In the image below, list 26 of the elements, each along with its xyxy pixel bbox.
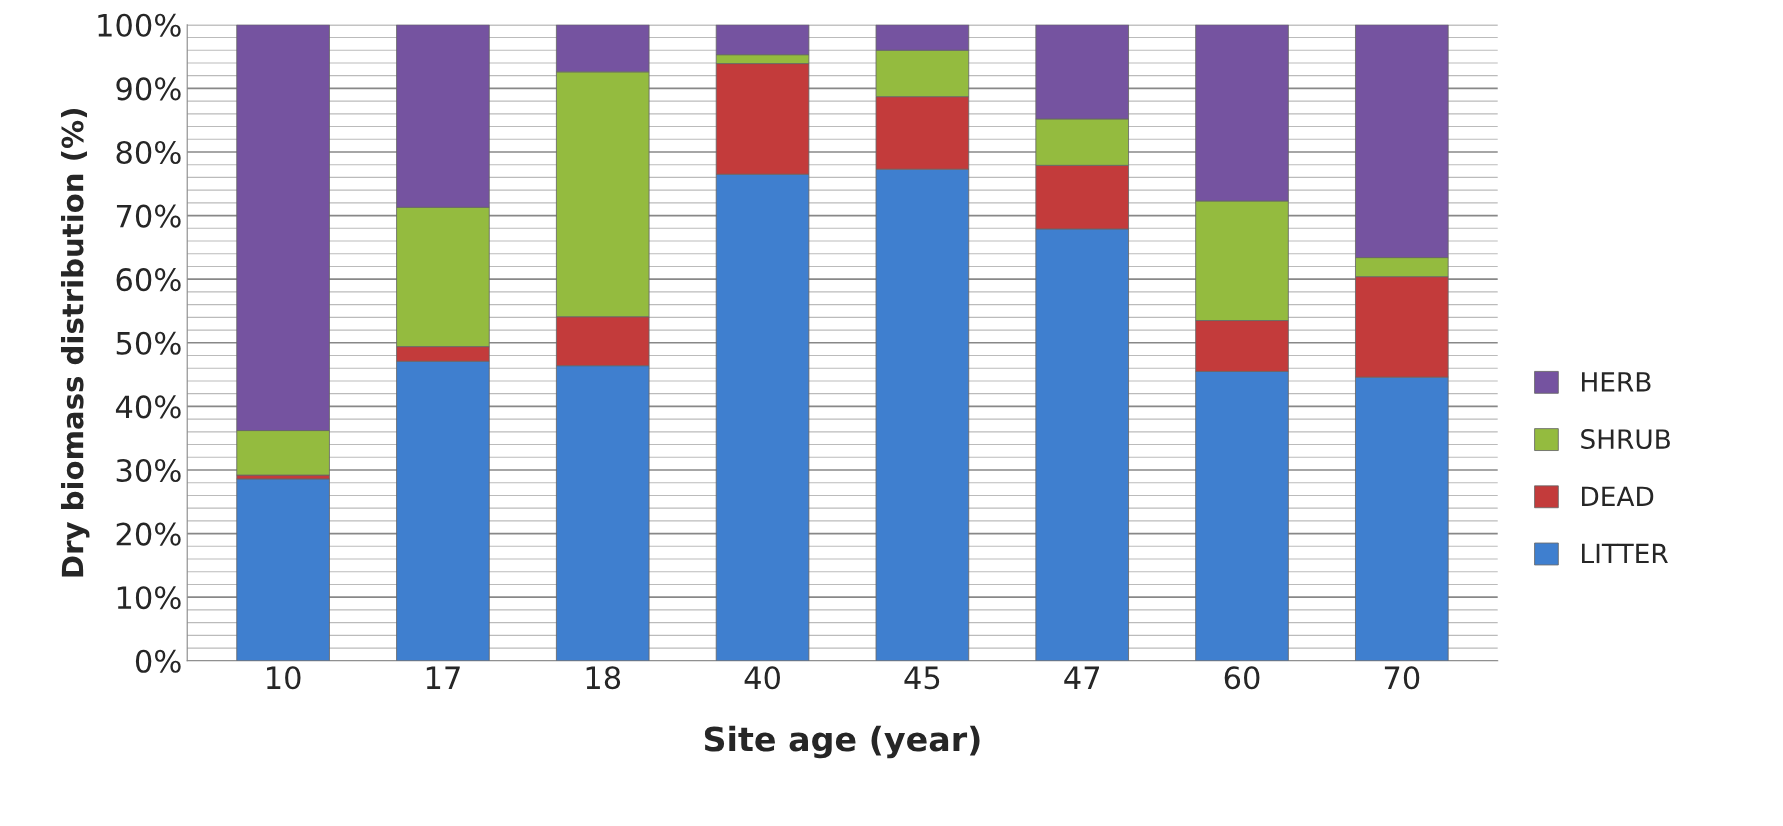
legend-label: DEAD <box>1582 486 1654 506</box>
y-tick-label: 40% <box>115 395 181 419</box>
legend-label: HERB <box>1582 372 1651 392</box>
y-tick-label: 90% <box>116 77 181 101</box>
legend-label: SHRUB <box>1581 429 1670 450</box>
bar <box>236 478 330 661</box>
y-tick-label: 50% <box>116 331 181 355</box>
x-tick-label: 70 <box>1384 666 1420 690</box>
x-tick-label: 18 <box>586 666 621 690</box>
x-tick-label: 17 <box>426 666 460 689</box>
x-axis-title: Site age (year) <box>704 725 980 759</box>
x-tick-label: 40 <box>744 666 780 690</box>
y-tick-label: 60% <box>116 268 181 292</box>
y-tick-label: 30% <box>116 458 181 483</box>
y-axis-title: Dry biomass distribution (%) <box>60 108 90 577</box>
x-tick-label: 10 <box>267 666 301 690</box>
y-tick-label: 80% <box>116 140 181 165</box>
y-tick-label: 0% <box>135 649 181 673</box>
y-tick-label: 10% <box>117 586 181 610</box>
x-tick-label: 47 <box>1064 666 1100 689</box>
x-tick-label: 45 <box>904 666 940 690</box>
x-tick-label: 60 <box>1224 666 1260 690</box>
y-tick-label: 20% <box>116 522 181 546</box>
y-tick-label: 100% <box>98 13 181 37</box>
y-tick-label: 70% <box>116 204 181 228</box>
legend-label: LITTER <box>1582 543 1668 564</box>
